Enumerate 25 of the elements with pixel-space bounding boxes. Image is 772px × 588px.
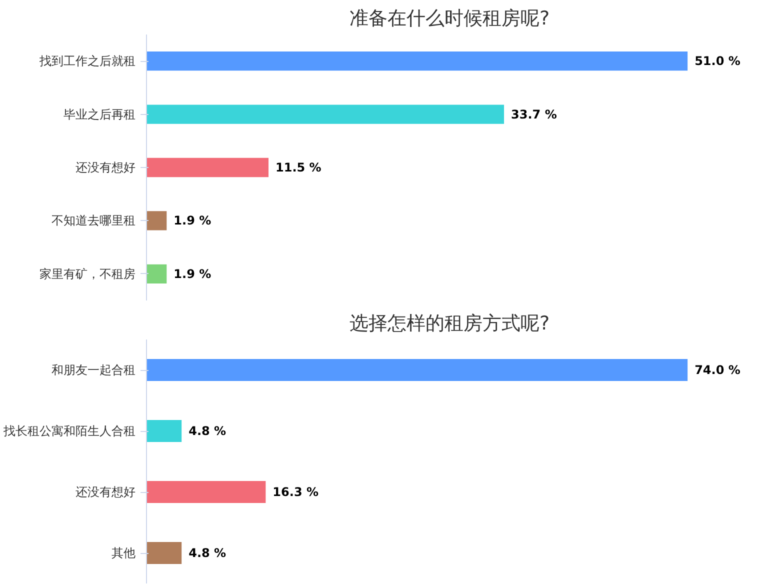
chart-title: 准备在什么时候租房呢? xyxy=(349,8,550,30)
data-label: 16.3 % xyxy=(272,485,318,499)
data-label: 74.0 % xyxy=(694,363,740,377)
y-tick-label: 其他 xyxy=(112,546,136,560)
y-tick-label: 不知道去哪里租 xyxy=(52,214,136,228)
bar xyxy=(146,211,167,230)
y-tick-label: 找到工作之后就租 xyxy=(38,54,136,68)
y-tick-label: 还没有想好 xyxy=(76,485,136,499)
data-label: 4.8 % xyxy=(188,546,226,560)
data-label: 51.0 % xyxy=(694,54,740,68)
data-label: 11.5 % xyxy=(276,160,322,174)
bar xyxy=(146,264,167,284)
bar xyxy=(146,52,688,71)
data-label: 4.8 % xyxy=(188,424,226,438)
y-tick-label: 找长租公寓和陌生人合租 xyxy=(2,424,136,438)
y-tick-label: 和朋友一起合租 xyxy=(52,363,136,377)
data-label: 1.9 % xyxy=(174,266,212,281)
y-tick-label: 还没有想好 xyxy=(76,160,136,174)
chart-title: 选择怎样的租房方式呢? xyxy=(349,312,550,334)
data-label: 1.9 % xyxy=(174,214,212,228)
data-label: 33.7 % xyxy=(511,107,557,122)
y-tick-label: 毕业之后再租 xyxy=(64,107,136,122)
bar xyxy=(146,158,269,178)
y-tick-label: 家里有矿，不租房 xyxy=(40,266,136,281)
bar xyxy=(146,104,504,124)
